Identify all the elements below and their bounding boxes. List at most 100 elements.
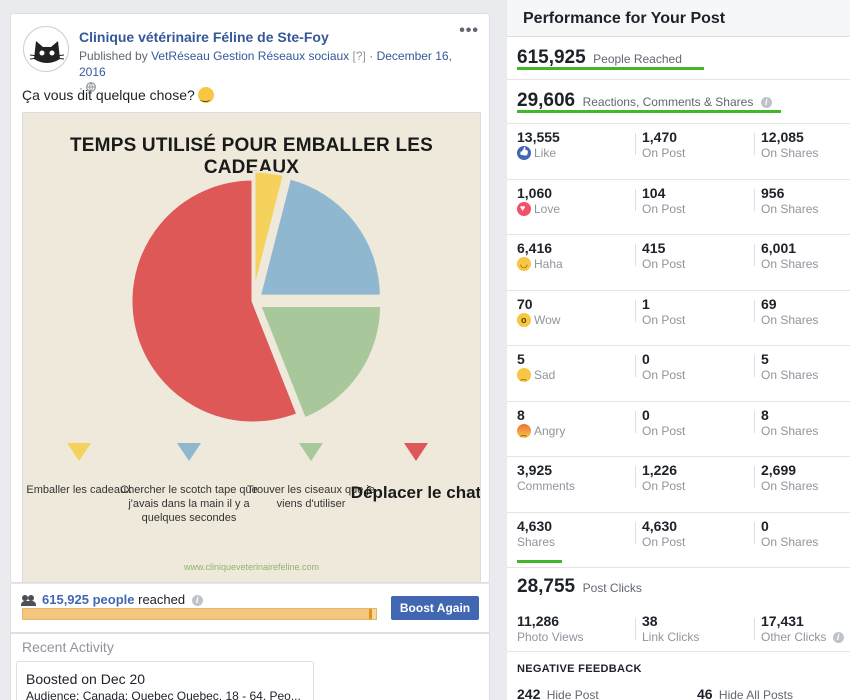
stat-total-value: 8 [517,406,525,423]
people-reached-stat: 615,925 People Reached [507,37,850,80]
people-icon [21,595,36,606]
post-meta: Published by VetRéseau Gestion Réseaux s… [79,48,479,96]
stat-total-cell: 4,630 Shares [517,518,555,549]
reach-progress-bar [22,608,377,620]
pie-slice-wrap [252,171,287,294]
engagement-stat: 29,606 Reactions, Comments & Shares i [507,80,850,124]
stat-on-post-cell: 0 On Post [642,351,685,382]
stat-on-post-cell: 1,470 On Post [642,129,685,160]
stat-total-cell: 70 Wow [517,296,560,327]
stat-row: 5 Sad 0 On Post 5 On Shares [507,346,850,402]
stat-on-shares-cell: 0 On Shares [761,518,818,549]
legend-label-scotch: Chercher le scotch tape que j'avais dans… [120,484,258,524]
stat-total-cell: 1,060 Love [517,185,560,216]
legend-marker-blue [177,443,201,461]
legend-item-wrap: Emballer les cadeaux [23,443,149,497]
stat-on-shares-value: 0 [761,517,769,534]
more-options-icon[interactable]: ••• [459,22,479,39]
stat-label-row: Angry [517,423,565,439]
stat-on-post-value: 0 [642,351,650,367]
hide-all-posts-label: Hide All Posts [718,688,793,700]
reach-count: 615,925 people [42,592,135,607]
divider [635,466,636,488]
meta-separator-2: · [79,81,83,95]
divider [754,618,755,640]
stat-total-cell: 3,925 Comments [517,462,575,493]
reach-section: 615,925 people reached i Boost Again [10,583,490,633]
recent-activity-title: Recent Activity [22,639,114,655]
on-post-label: On Post [642,423,686,438]
image-url: www.cliniqueveterinairefeline.com [183,562,320,572]
photo-views-value: 11,286 [517,613,560,629]
publisher-link[interactable]: VetRéseau Gestion Réseaux sociaux [151,49,350,63]
reach-suffix: reached [138,592,186,607]
people-reached-label: People Reached [593,52,682,66]
reaction-stats: 13,555 Like 1,470 On Post 12,085 On Shar… [507,124,850,568]
legend-item-cat: Déplacer le chat [346,443,480,504]
sad-icon [517,368,531,383]
engagement-label: Reactions, Comments & Shares [582,95,754,109]
stat-on-post-value: 4,630 [642,517,678,534]
divider [635,244,636,266]
post-message: Ça vous dit quelque chose? [22,87,195,103]
stat-on-post-value: 1 [642,295,650,312]
stat-on-shares-cell: 69 On Shares [761,296,818,327]
hide-all-posts-value: 46 [697,686,713,700]
post-date-link[interactable]: December 16, 2016 [79,49,452,79]
hide-post-label: Hide Post [546,688,599,700]
photo-views-label: Photo Views [517,630,584,644]
stat-label: Like [534,146,557,160]
stat-total-cell: 8 Angry [517,406,565,439]
divider [754,299,755,322]
engagement-info-icon[interactable]: i [760,97,772,108]
page-name-link[interactable]: Clinique vétérinaire Féline de Ste-Foy [79,29,329,45]
legend-item-scissors: Trouver les ciseaux que je viens d'utili… [241,443,381,511]
stat-on-post-value: 1,470 [642,129,678,145]
stat-total-cell: 13,555 Like [517,129,560,160]
negative-feedback-section: NEGATIVE FEEDBACK 242 Hide Post 46 Hide … [507,652,850,700]
pie-slice-cat [129,177,300,425]
recent-activity-section: Recent Activity Boosted on Dec 20 Audien… [10,633,490,700]
pie-slice-scotch [257,176,383,298]
stat-on-post-value: 415 [642,240,666,256]
stat-on-shares-value: 956 [761,184,785,201]
boost-again-button[interactable]: Boost Again [391,596,479,620]
performance-title: Performance for Your Post [507,0,850,37]
on-shares-label: On Shares [761,201,819,216]
on-shares-label: On Shares [761,257,819,271]
boosted-label: Boosted on Dec 20 [26,671,146,687]
on-post-label: On Post [642,368,686,382]
stat-on-post-cell: 1 On Post [642,296,685,327]
divider [635,188,636,211]
link-clicks-value: 38 [642,613,658,629]
help-marker[interactable]: [?] [352,49,366,63]
post-clicks-label: Post Clicks [582,581,642,595]
stat-total-value: 4,630 [517,517,553,534]
love-icon [517,201,531,216]
page-avatar[interactable] [23,26,69,72]
stat-on-shares-value: 69 [761,295,777,312]
stat-row: 6,416 Haha 415 On Post 6,001 On Shares [507,235,850,291]
wow-icon [517,312,531,327]
post-image[interactable]: TEMPS UTILISÉ POUR EMBALLER LES CADEAUX … [22,112,481,583]
legend-item-scotch: Chercher le scotch tape que j'avais dans… [119,443,259,525]
other-clicks-info-icon[interactable]: i [832,632,844,643]
legend-marker-yellow [67,443,91,461]
haha-icon [517,257,531,271]
stat-on-shares-cell: 5 On Shares [761,351,818,382]
other-clicks-label: Other Clicks [761,630,827,644]
stat-total-cell: 6,416 Haha [517,240,563,271]
stat-total-value: 3,925 [517,462,553,478]
divider [635,618,636,640]
stat-on-shares-value: 2,699 [761,462,797,478]
stat-row: 8 Angry 0 On Post 8 On Shares [507,402,850,457]
link-clicks-cell: 38 Link Clicks [642,613,699,644]
reach-progress-fill [23,609,373,619]
people-reached-value: 615,925 [517,47,586,68]
recent-activity-card[interactable]: Boosted on Dec 20 Audience: Canada: Queb… [16,661,314,700]
hide-post-value: 242 [517,686,541,700]
post-clicks-row: 28,755 Post Clicks [517,576,642,598]
stat-total-cell: 5 Sad [517,351,555,383]
info-icon[interactable]: i [191,595,203,606]
meta-separator: · [369,49,374,63]
